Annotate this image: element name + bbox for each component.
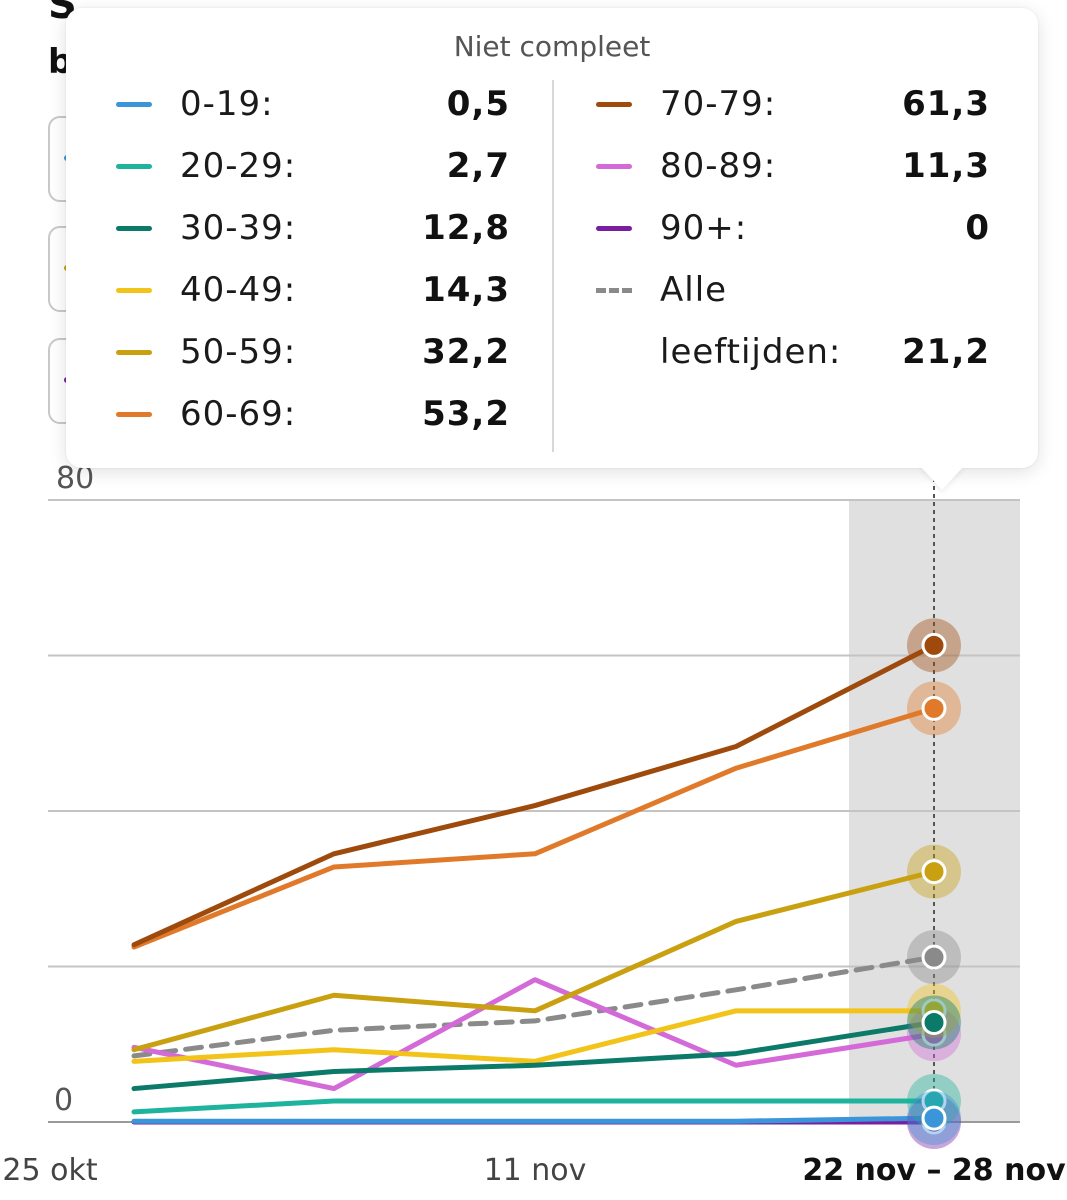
x-tick-label-start: 25 okt bbox=[2, 1153, 97, 1188]
tooltip-item-value: 2,7 bbox=[446, 146, 510, 186]
tooltip-item-label: 20-29: bbox=[180, 146, 297, 186]
x-tick-label-highlighted: 22 nov – 28 nov bbox=[802, 1153, 1066, 1188]
legend-swatch-icon bbox=[116, 288, 152, 293]
legend-swatch-icon bbox=[596, 164, 632, 169]
tooltip-column-divider bbox=[552, 80, 554, 452]
legend-swatch-icon bbox=[116, 350, 152, 355]
legend-swatch-icon bbox=[116, 226, 152, 231]
tooltip-item-label: 50-59: bbox=[180, 332, 297, 372]
hover-point-alle-leeftijden[interactable] bbox=[907, 930, 961, 985]
tooltip-item-value: 0 bbox=[965, 208, 990, 248]
legend-swatch-icon bbox=[116, 412, 152, 417]
x-tick-label-middle: 11 nov bbox=[484, 1153, 587, 1188]
hover-point-70-79[interactable] bbox=[907, 618, 961, 673]
tooltip-item-label-line1: Alle bbox=[660, 270, 728, 310]
tooltip-pointer bbox=[920, 466, 964, 490]
tooltip-item-value: 53,2 bbox=[422, 394, 510, 434]
hover-point-0-19[interactable] bbox=[907, 1091, 961, 1146]
hover-point-50-59[interactable] bbox=[907, 844, 961, 899]
tooltip-item-label: 30-39: bbox=[180, 208, 297, 248]
tooltip-item-label: 40-49: bbox=[180, 270, 297, 310]
tooltip-item-value: 21,2 bbox=[902, 332, 990, 372]
tooltip-header: Niet compleet bbox=[453, 30, 651, 63]
tooltip-item-value: 61,3 bbox=[902, 84, 990, 124]
series-line-alle-leeftijden bbox=[131, 954, 937, 1059]
tooltip-item-label: 0-19: bbox=[180, 84, 274, 124]
legend-swatch-icon bbox=[116, 102, 152, 107]
series-line-60-69 bbox=[131, 705, 937, 950]
tooltip-item-value: 12,8 bbox=[422, 208, 510, 248]
series-line-70-79 bbox=[131, 642, 937, 948]
series-line-50-59 bbox=[131, 869, 937, 1053]
legend-swatch-icon bbox=[596, 102, 632, 107]
legend-swatch-icon bbox=[596, 226, 632, 231]
tooltip-item-label-line2: leeftijden: bbox=[660, 332, 842, 372]
series-line-30-39 bbox=[131, 1019, 937, 1092]
tooltip-item-value: 0,5 bbox=[446, 84, 510, 124]
series-lines bbox=[131, 642, 937, 1125]
hover-point-20-29[interactable] bbox=[907, 1074, 961, 1129]
legend-dashed-swatch-icon bbox=[596, 288, 632, 293]
tooltip-item-label: 60-69: bbox=[180, 394, 297, 434]
tooltip-item-value: 14,3 bbox=[422, 270, 510, 310]
series-line-40-49 bbox=[131, 1008, 937, 1064]
data-tooltip: Niet compleet 0-19: 0,5 20-29: 2,7 30-39… bbox=[66, 8, 1038, 468]
tooltip-item-value: 11,3 bbox=[902, 146, 990, 186]
series-hover-points bbox=[907, 618, 961, 1149]
series-line-0-19 bbox=[131, 1115, 937, 1124]
tooltip-item-label: 80-89: bbox=[660, 146, 777, 186]
series-line-20-29 bbox=[131, 1098, 937, 1115]
hover-point-30-39[interactable] bbox=[907, 995, 961, 1050]
y-tick-label-zero: 0 bbox=[54, 1083, 73, 1118]
tooltip-item-label: 70-79: bbox=[660, 84, 777, 124]
hover-point-60-69[interactable] bbox=[907, 681, 961, 736]
tooltip-item-value: 32,2 bbox=[422, 332, 510, 372]
series-line-80-89 bbox=[131, 977, 937, 1092]
tooltip-item-label: 90+: bbox=[660, 208, 748, 248]
legend-swatch-icon bbox=[116, 164, 152, 169]
